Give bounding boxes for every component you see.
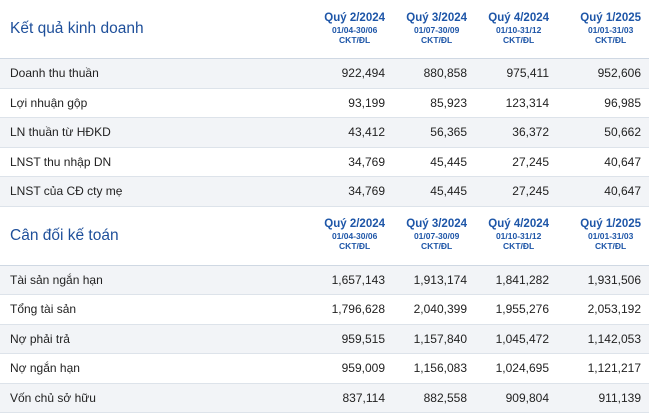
row-value: 1,841,282 — [475, 265, 557, 295]
row-value: 911,139 — [557, 383, 649, 413]
row-value: 959,009 — [311, 354, 393, 384]
quarter-name[interactable]: Quý 4/2024 — [488, 11, 549, 25]
quarter-name[interactable]: Quý 1/2025 — [580, 11, 641, 25]
quarter-unit: CKT/ĐL — [488, 35, 549, 45]
row-value: 959,515 — [311, 324, 393, 354]
table-row: Tổng tài sản 1,796,628 2,040,399 1,955,2… — [0, 295, 649, 325]
row-value: 40,647 — [557, 147, 649, 177]
row-label: Nợ phải trả — [0, 324, 311, 354]
row-value: 1,157,840 — [393, 324, 475, 354]
quarter-unit: CKT/ĐL — [324, 241, 385, 251]
quarter-unit: CKT/ĐL — [324, 35, 385, 45]
row-label: Lợi nhuận gộp — [0, 88, 311, 118]
row-value: 85,923 — [393, 88, 475, 118]
quarter-dates: 01/01-31/03 — [580, 231, 641, 241]
table-row: LNST của CĐ cty mẹ 34,769 45,445 27,245 … — [0, 177, 649, 207]
quarter-dates: 01/10-31/12 — [488, 25, 549, 35]
row-value: 40,647 — [557, 177, 649, 207]
table-row: Lợi nhuận gộp 93,199 85,923 123,314 96,9… — [0, 88, 649, 118]
table-row: Nợ phải trả 959,515 1,157,840 1,045,472 … — [0, 324, 649, 354]
row-value: 56,365 — [393, 118, 475, 148]
quarter-dates: 01/04-30/06 — [324, 25, 385, 35]
quarter-name[interactable]: Quý 2/2024 — [324, 11, 385, 25]
table-row: LNST thu nhập DN 34,769 45,445 27,245 40… — [0, 147, 649, 177]
row-value: 1,024,695 — [475, 354, 557, 384]
table-row: Tài sản ngắn hạn 1,657,143 1,913,174 1,8… — [0, 265, 649, 295]
row-label: Tài sản ngắn hạn — [0, 265, 311, 295]
quarter-name[interactable]: Quý 4/2024 — [488, 217, 549, 231]
row-value: 880,858 — [393, 59, 475, 89]
quarter-name[interactable]: Quý 3/2024 — [406, 217, 467, 231]
row-value: 123,314 — [475, 88, 557, 118]
quarter-name[interactable]: Quý 1/2025 — [580, 217, 641, 231]
row-value: 909,804 — [475, 383, 557, 413]
quarter-name[interactable]: Quý 3/2024 — [406, 11, 467, 25]
row-value: 43,412 — [311, 118, 393, 148]
row-label: LNST thu nhập DN — [0, 147, 311, 177]
row-value: 837,114 — [311, 383, 393, 413]
row-value: 1,121,217 — [557, 354, 649, 384]
quarter-unit: CKT/ĐL — [580, 241, 641, 251]
quarter-unit: CKT/ĐL — [580, 35, 641, 45]
row-value: 922,494 — [311, 59, 393, 89]
row-value: 2,040,399 — [393, 295, 475, 325]
income-section-title: Kết quả kinh doanh — [0, 0, 311, 59]
row-value: 93,199 — [311, 88, 393, 118]
row-value: 1,156,083 — [393, 354, 475, 384]
row-value: 27,245 — [475, 147, 557, 177]
row-label: Tổng tài sản — [0, 295, 311, 325]
row-value: 975,411 — [475, 59, 557, 89]
table-row: LN thuần từ HĐKD 43,412 56,365 36,372 50… — [0, 118, 649, 148]
row-value: 50,662 — [557, 118, 649, 148]
row-value: 1,657,143 — [311, 265, 393, 295]
row-value: 2,053,192 — [557, 295, 649, 325]
row-value: 1,045,472 — [475, 324, 557, 354]
row-value: 1,142,053 — [557, 324, 649, 354]
row-value: 882,558 — [393, 383, 475, 413]
row-value: 27,245 — [475, 177, 557, 207]
quarter-dates: 01/01-31/03 — [580, 25, 641, 35]
row-value: 36,372 — [475, 118, 557, 148]
table-row: Vốn chủ sở hữu 837,114 882,558 909,804 9… — [0, 383, 649, 413]
row-value: 45,445 — [393, 147, 475, 177]
quarter-dates: 01/04-30/06 — [324, 231, 385, 241]
quarter-unit: CKT/ĐL — [488, 241, 549, 251]
row-value: 1,955,276 — [475, 295, 557, 325]
row-label: Doanh thu thuần — [0, 59, 311, 89]
balance-section-title: Cân đối kế toán — [0, 207, 311, 266]
row-value: 34,769 — [311, 177, 393, 207]
row-value: 96,985 — [557, 88, 649, 118]
quarter-dates: 01/10-31/12 — [488, 231, 549, 241]
quarter-name[interactable]: Quý 2/2024 — [324, 217, 385, 231]
row-value: 1,913,174 — [393, 265, 475, 295]
quarter-dates: 01/07-30/09 — [406, 231, 467, 241]
row-value: 1,931,506 — [557, 265, 649, 295]
row-value: 1,796,628 — [311, 295, 393, 325]
row-value: 952,606 — [557, 59, 649, 89]
row-label: LNST của CĐ cty mẹ — [0, 177, 311, 207]
quarter-dates: 01/07-30/09 — [406, 25, 467, 35]
row-value: 34,769 — [311, 147, 393, 177]
row-label: Nợ ngắn hạn — [0, 354, 311, 384]
quarter-unit: CKT/ĐL — [406, 35, 467, 45]
row-label: Vốn chủ sở hữu — [0, 383, 311, 413]
table-row: Doanh thu thuần 922,494 880,858 975,411 … — [0, 59, 649, 89]
quarter-unit: CKT/ĐL — [406, 241, 467, 251]
row-label: LN thuần từ HĐKD — [0, 118, 311, 148]
table-row: Nợ ngắn hạn 959,009 1,156,083 1,024,695 … — [0, 354, 649, 384]
row-value: 45,445 — [393, 177, 475, 207]
